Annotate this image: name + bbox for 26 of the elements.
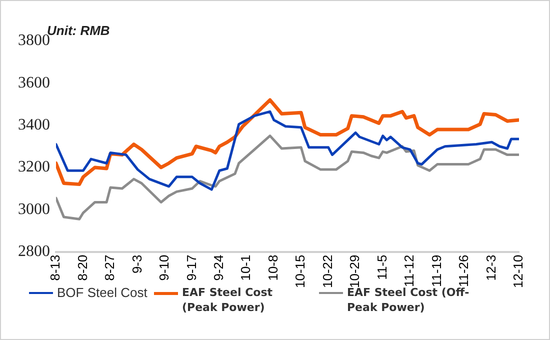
y-tick-label: 3200	[18, 158, 50, 176]
x-tick-label: 11-26	[456, 254, 472, 288]
x-tick-label: 8-27	[102, 254, 118, 281]
x-tick-label: 8-20	[74, 254, 90, 281]
x-tick-label: 11-19	[428, 254, 444, 288]
y-tick-label: 3600	[18, 74, 50, 92]
x-tick-label: 10-15	[292, 254, 308, 288]
x-tick-label: 9-10	[156, 254, 172, 281]
x-tick-label: 11-5	[374, 254, 390, 280]
x-tick-label: 11-12	[402, 254, 417, 288]
legend-label: BOF Steel Cost	[57, 285, 148, 300]
x-tick-label: 9-24	[210, 254, 226, 281]
x-tick-label: 10-8	[265, 254, 280, 281]
y-tick-label: 2800	[18, 242, 50, 260]
x-tick-label: 12-3	[483, 254, 498, 281]
x-tick-label: 10-29	[347, 254, 362, 288]
legend-label: EAF Steel Cost (Off-Peak Power)	[347, 286, 470, 315]
x-tick-label: 9-3	[129, 254, 144, 274]
legend-label: EAF Steel Cost (Peak Power)	[182, 286, 273, 314]
x-tick-label: 8-13	[48, 254, 63, 281]
x-tick-label: 9-17	[184, 254, 199, 281]
x-tick-label: 12-10	[510, 254, 526, 288]
y-tick-label: 3400	[18, 116, 50, 134]
y-tick-label: 3000	[18, 200, 50, 218]
x-tick-label: 10-22	[320, 254, 335, 288]
x-tick-label: 10-1	[238, 254, 254, 281]
